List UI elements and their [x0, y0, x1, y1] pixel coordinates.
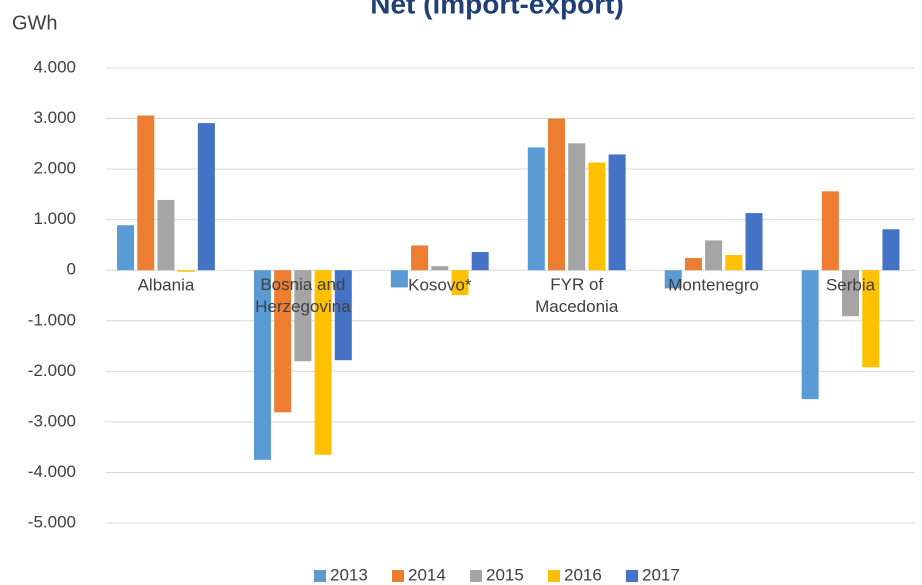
bar	[253, 270, 271, 460]
bar	[431, 266, 449, 271]
y-tick-label: 4.000	[33, 57, 76, 76]
y-tick-label: 0	[67, 260, 76, 279]
bar	[842, 270, 860, 317]
bar	[684, 258, 702, 271]
y-tick-label: -1.000	[28, 310, 76, 329]
x-tick-label: Bosnia and Herzegovina	[255, 276, 351, 317]
bar	[334, 270, 352, 361]
y-tick-label: -4.000	[28, 462, 76, 481]
y-tick-label: -5.000	[28, 512, 76, 531]
y-tick-label: 2.000	[33, 159, 76, 178]
chart-title: Net (import-export)	[370, 0, 624, 19]
bar	[821, 191, 839, 271]
y-tick-label: -3.000	[28, 411, 76, 430]
bar	[548, 118, 566, 271]
bar	[862, 270, 880, 368]
bar	[274, 270, 292, 413]
bar	[157, 199, 175, 271]
legend-swatch	[626, 570, 638, 582]
bar	[882, 229, 900, 271]
bar	[745, 213, 763, 271]
x-tick-label: Albania	[138, 276, 195, 295]
bar	[177, 270, 195, 272]
x-tick-label: Serbia	[826, 276, 876, 295]
bar	[664, 270, 682, 289]
legend-label: 2014	[408, 565, 446, 584]
bar	[390, 270, 408, 288]
legend-swatch	[470, 570, 482, 582]
bar	[801, 270, 819, 400]
bar	[588, 162, 606, 271]
bar	[314, 270, 332, 455]
y-tick-label: 3.000	[33, 108, 76, 127]
bar	[568, 143, 586, 271]
y-axis-label: GWh	[12, 12, 58, 34]
y-tick-label: 1.000	[33, 209, 76, 228]
bar	[197, 123, 215, 271]
x-tick-label: Kosovo*	[408, 276, 472, 295]
x-tick-label: Montenegro	[668, 276, 759, 295]
x-tick-label: FYR of Macedonia	[535, 276, 619, 317]
bar	[471, 252, 489, 271]
bar	[725, 255, 743, 271]
bar	[608, 154, 626, 271]
bar	[527, 147, 545, 271]
bar	[411, 245, 429, 271]
bar	[294, 270, 312, 362]
bar	[137, 115, 155, 271]
legend-label: 2013	[330, 565, 368, 584]
legend-swatch	[548, 570, 560, 582]
y-tick-label: -2.000	[28, 361, 76, 380]
bar	[705, 240, 723, 271]
legend-label: 2016	[564, 565, 602, 584]
legend-label: 2015	[486, 565, 524, 584]
bar	[451, 270, 469, 295]
legend-label: 2017	[642, 565, 680, 584]
legend-swatch	[392, 570, 404, 582]
bar	[117, 225, 135, 271]
legend-swatch	[314, 570, 326, 582]
